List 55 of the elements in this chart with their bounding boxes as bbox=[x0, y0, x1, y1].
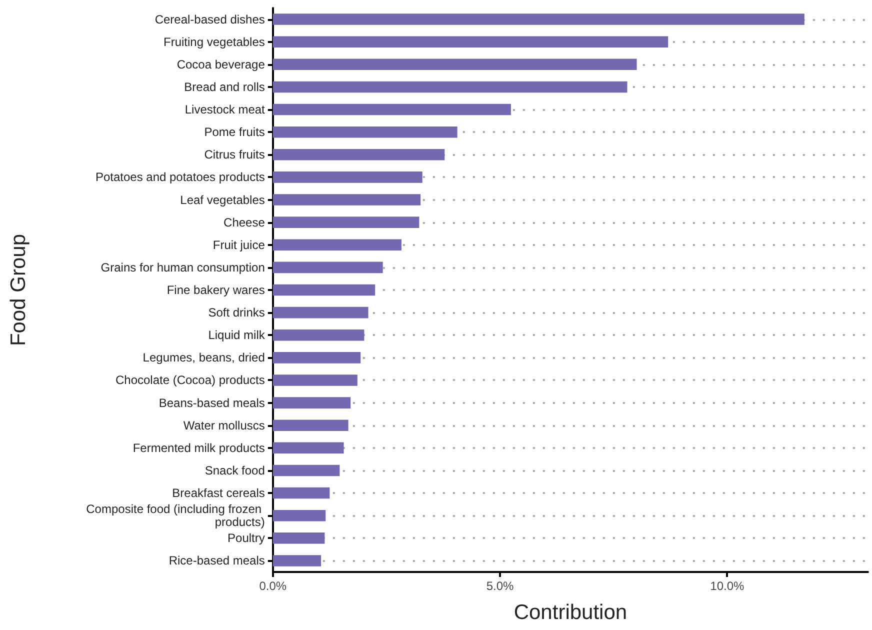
y-tick-label: Composite food (including frozen products) bbox=[86, 502, 265, 530]
x-tick-label: 10.0% bbox=[710, 579, 745, 593]
bar bbox=[272, 194, 421, 206]
bar bbox=[272, 36, 668, 48]
bar bbox=[272, 306, 368, 318]
bar bbox=[272, 81, 628, 93]
y-tick-label: Cocoa beverage bbox=[176, 57, 266, 72]
bar bbox=[272, 374, 358, 386]
y-tick-label: Soft drinks bbox=[208, 306, 265, 320]
bar bbox=[272, 216, 420, 228]
x-axis-title: Contribution bbox=[514, 601, 628, 624]
y-tick-label: Poultry bbox=[228, 531, 265, 546]
y-tick-label: Fine bakery wares bbox=[166, 283, 265, 297]
bar bbox=[272, 126, 458, 138]
bar bbox=[272, 104, 511, 116]
y-tick-label: Leaf vegetables bbox=[180, 192, 265, 207]
bar bbox=[272, 442, 344, 454]
bar bbox=[272, 284, 376, 296]
y-tick-label: Liquid milk bbox=[208, 328, 266, 342]
y-tick-label: Cereal-based dishes bbox=[154, 12, 265, 26]
y-tick-label: Livestock meat bbox=[184, 102, 266, 117]
bar bbox=[272, 172, 422, 183]
y-tick-label: Bread and rolls bbox=[184, 80, 265, 94]
y-tick-label: Water molluscs bbox=[183, 418, 265, 432]
bar bbox=[272, 262, 383, 274]
x-tick-label: 5.0% bbox=[486, 579, 514, 593]
bar bbox=[272, 464, 340, 476]
y-tick-label: Cheese bbox=[224, 215, 266, 230]
y-tick-label: Potatoes and potatoes products bbox=[95, 170, 265, 184]
y-tick-label: Chocolate (Cocoa) products bbox=[115, 373, 265, 388]
y-tick-label: Fruit juice bbox=[212, 238, 266, 252]
x-tick-label: 0.0% bbox=[259, 579, 287, 593]
y-axis-title: Food Group bbox=[7, 234, 30, 346]
bar bbox=[272, 149, 445, 160]
bar bbox=[272, 420, 348, 431]
y-tick-label: Grains for human consumption bbox=[100, 260, 265, 274]
y-tick-label: Beans-based meals bbox=[158, 396, 265, 410]
y-tick-label: Rice-based meals bbox=[168, 554, 265, 568]
y-tick-label: Legumes, beans, dried bbox=[142, 350, 265, 365]
bar bbox=[272, 14, 804, 25]
y-tick-label: Fermented milk products bbox=[132, 440, 265, 455]
bar bbox=[272, 532, 325, 544]
bar bbox=[272, 555, 322, 566]
bar bbox=[272, 397, 351, 408]
bar bbox=[272, 239, 402, 251]
bar bbox=[272, 329, 364, 341]
bar bbox=[272, 510, 326, 522]
bar bbox=[272, 487, 330, 499]
y-tick-label: Breakfast cereals bbox=[172, 486, 265, 500]
bar bbox=[272, 58, 637, 70]
y-tick-label: Fruiting vegetables bbox=[164, 34, 265, 49]
y-tick-label: Snack food bbox=[204, 463, 265, 478]
bar bbox=[272, 352, 361, 364]
y-tick-label: Pome fruits bbox=[204, 125, 265, 140]
y-tick-label: Citrus fruits bbox=[204, 148, 265, 162]
